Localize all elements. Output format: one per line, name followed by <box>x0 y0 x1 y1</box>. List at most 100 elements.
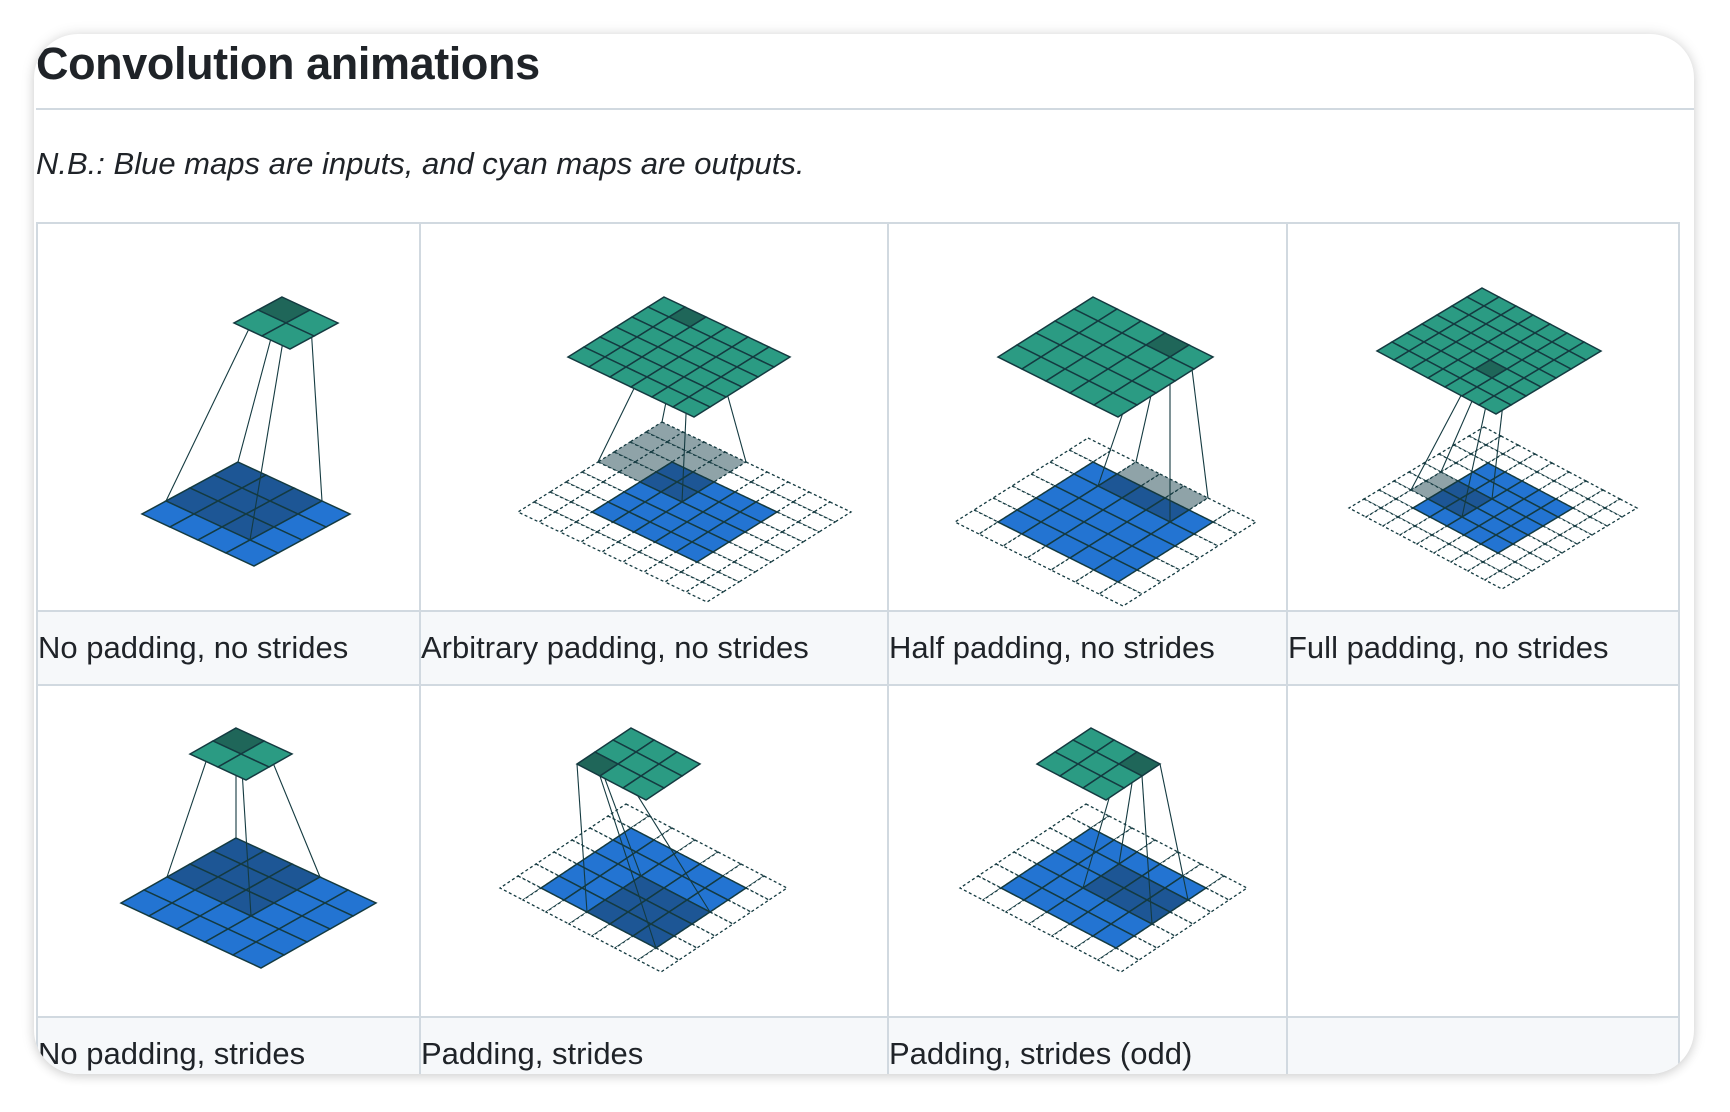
padding-cell <box>670 451 711 473</box>
readme-card: Convolution animations N.B.: Blue maps a… <box>34 34 1694 1074</box>
padding-cell <box>606 803 651 829</box>
padding-cell <box>775 501 816 523</box>
padding-cell <box>733 481 774 503</box>
input-cell <box>674 541 715 563</box>
padding-cell <box>574 511 615 533</box>
padding-cell <box>1528 543 1564 563</box>
padding-cell <box>1392 471 1428 491</box>
padding-cell <box>665 431 706 453</box>
padding-cell <box>1091 449 1137 475</box>
padding-cell <box>1407 462 1443 482</box>
padding-cell <box>686 441 727 463</box>
padding-cell <box>548 481 589 503</box>
padding-cell <box>649 441 690 463</box>
padding-cell <box>1503 462 1539 482</box>
padding-cell <box>1486 453 1522 473</box>
padding-cell <box>1513 552 1549 572</box>
padding-cell <box>1518 453 1554 473</box>
projection-line <box>248 322 287 541</box>
padding-cell <box>796 511 837 533</box>
input-cell <box>1091 923 1135 949</box>
output-cell <box>1081 775 1125 801</box>
padding-cell <box>764 531 805 553</box>
projection-line <box>308 309 323 502</box>
padding-cell <box>1163 485 1209 511</box>
padding-cell <box>1211 509 1257 535</box>
padding-cell <box>628 431 669 453</box>
input-cell <box>1479 534 1515 554</box>
output-cell <box>215 753 271 781</box>
section-heading: Convolution animations <box>36 38 540 89</box>
padding-cell <box>1381 516 1417 536</box>
cell-image <box>36 684 421 1018</box>
padding-cell <box>532 491 573 513</box>
padding-cell <box>558 521 599 543</box>
padding-cell <box>732 551 773 573</box>
caption: Half padding, no strides <box>887 610 1288 686</box>
padding-cell <box>621 551 662 573</box>
arbitrary-padding-no-strides-diagram <box>516 296 853 603</box>
input-cell <box>1091 557 1139 583</box>
padding-cell <box>749 471 790 493</box>
padding-cell <box>642 561 683 583</box>
padding-cell <box>595 521 636 543</box>
cell-image <box>887 222 1288 612</box>
padding-cell <box>1415 534 1451 554</box>
padding-cell <box>1586 489 1622 509</box>
padding-cell <box>658 551 699 573</box>
padding-cell <box>1379 498 1415 518</box>
padding-cell <box>744 875 789 901</box>
padding-cell <box>707 451 748 473</box>
output-cell <box>671 396 712 418</box>
padding-cell <box>580 461 621 483</box>
padding-cell <box>700 571 741 593</box>
padding-cell <box>780 521 821 543</box>
padding-cell <box>1449 552 1485 572</box>
padding-cell <box>675 839 720 865</box>
padding-cell <box>958 875 1002 901</box>
projection-line <box>576 763 588 913</box>
padding-cell <box>1204 875 1248 901</box>
padding-cell <box>596 451 637 473</box>
output-cell <box>259 322 316 350</box>
padding-cell <box>1139 473 1185 499</box>
cell-image-empty <box>1286 684 1680 1018</box>
padding-cell <box>1432 543 1468 563</box>
padding-cell <box>1364 507 1400 527</box>
padding-cell <box>791 491 832 513</box>
padding-cell <box>812 501 853 523</box>
image-row <box>36 684 1680 1018</box>
padding-cell <box>754 491 795 513</box>
padding-cell <box>1377 480 1413 500</box>
padding-cell <box>1571 498 1607 518</box>
projection-line <box>165 740 214 878</box>
padding-cell <box>721 863 766 889</box>
padding-cell <box>612 441 653 463</box>
caption: No padding, no strides <box>36 610 421 686</box>
padding-cell <box>1483 570 1519 590</box>
caption: No padding, strides <box>36 1016 421 1074</box>
padding-cell <box>1089 815 1133 841</box>
padding-cell <box>600 541 641 563</box>
full-padding-no-strides-diagram <box>1347 287 1639 590</box>
note-text: N.B.: Blue maps are inputs, and cyan map… <box>36 146 805 181</box>
output-cell <box>1091 392 1139 418</box>
padding-cell <box>1554 489 1590 509</box>
padding-cell <box>698 851 743 877</box>
padding-cell <box>636 947 681 973</box>
padding-cell <box>498 875 543 901</box>
padding-cell <box>712 471 753 493</box>
caption-row: No padding, no strides Arbitrary padding… <box>36 610 1680 686</box>
padding-cell <box>716 561 757 583</box>
padding-cell <box>1537 480 1573 500</box>
padding-cell <box>1362 489 1398 509</box>
projection-line <box>599 775 657 949</box>
cell-image <box>419 222 889 612</box>
padding-cell <box>579 531 620 553</box>
half-padding-no-strides-diagram <box>953 296 1257 607</box>
padding-cell <box>516 501 557 523</box>
padding-cell <box>1115 461 1161 487</box>
padding-cell <box>1558 525 1594 545</box>
caption-row: No padding, strides Padding, strides Pad… <box>36 1016 1680 1074</box>
padding-cell <box>1096 947 1140 973</box>
